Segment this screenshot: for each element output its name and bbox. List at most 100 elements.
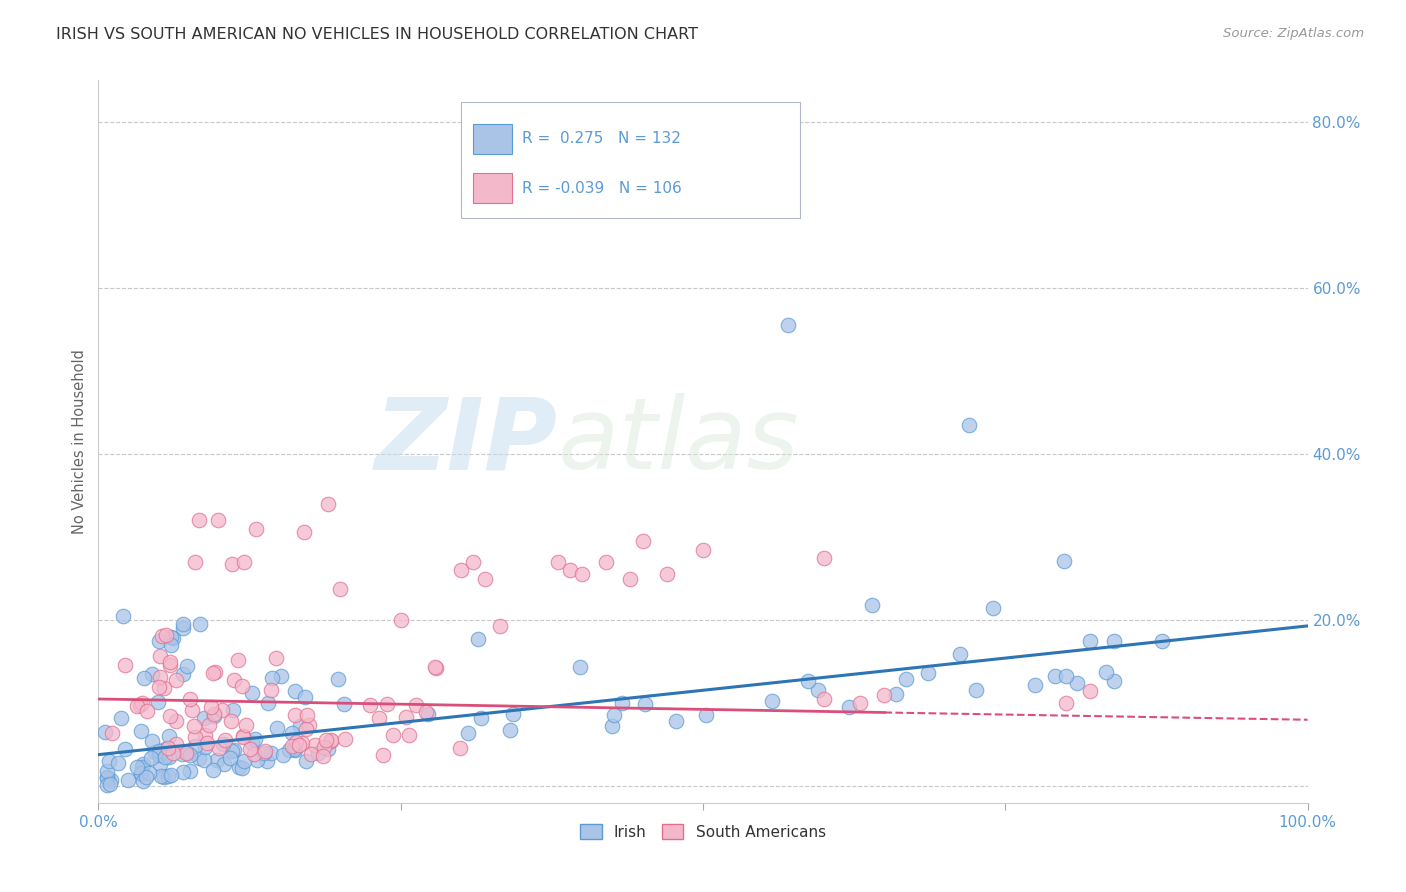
- Point: [253, 744, 276, 758]
- Point: [239, 742, 262, 756]
- Legend: Irish, South Americans: Irish, South Americans: [574, 818, 832, 846]
- Point: [288, 718, 311, 732]
- Point: [278, 743, 301, 757]
- Point: [181, 703, 204, 717]
- Point: [294, 690, 316, 705]
- Point: [425, 660, 447, 674]
- Point: [304, 738, 326, 752]
- Point: [194, 740, 217, 755]
- Point: [271, 747, 294, 762]
- Point: [415, 705, 437, 719]
- Point: [188, 617, 211, 632]
- Point: [94, 725, 117, 739]
- Point: [204, 665, 226, 679]
- Point: [117, 773, 139, 788]
- Point: [280, 739, 302, 754]
- Point: [619, 572, 641, 586]
- Point: [558, 563, 581, 577]
- Point: [232, 729, 254, 743]
- Point: [179, 764, 201, 778]
- Point: [160, 638, 183, 652]
- Point: [148, 633, 170, 648]
- Point: [170, 747, 193, 762]
- Point: [159, 655, 181, 669]
- Point: [187, 513, 209, 527]
- Point: [172, 667, 194, 681]
- Point: [232, 730, 254, 744]
- Point: [222, 743, 245, 757]
- Point: [467, 632, 489, 647]
- Text: atlas: atlas: [558, 393, 800, 490]
- Point: [405, 698, 427, 712]
- Point: [100, 772, 122, 787]
- Point: [184, 730, 207, 744]
- Point: [294, 723, 316, 737]
- Point: [193, 753, 215, 767]
- Point: [98, 754, 121, 768]
- Point: [179, 748, 201, 763]
- Point: [153, 681, 176, 695]
- Point: [382, 728, 405, 742]
- Point: [148, 744, 170, 758]
- Point: [101, 726, 124, 740]
- Point: [148, 748, 170, 763]
- Point: [692, 542, 714, 557]
- Point: [135, 705, 157, 719]
- Point: [159, 709, 181, 723]
- Point: [665, 714, 688, 729]
- Point: [183, 739, 205, 753]
- Point: [194, 728, 217, 742]
- Point: [957, 417, 980, 432]
- Point: [165, 738, 187, 752]
- Point: [226, 653, 249, 667]
- Point: [243, 747, 266, 762]
- Text: Source: ZipAtlas.com: Source: ZipAtlas.com: [1223, 27, 1364, 40]
- Point: [221, 557, 243, 571]
- Point: [228, 760, 250, 774]
- Point: [131, 696, 153, 710]
- Point: [240, 736, 263, 750]
- Point: [131, 759, 153, 773]
- Point: [1102, 674, 1125, 689]
- Point: [157, 729, 180, 743]
- Point: [246, 753, 269, 767]
- Point: [328, 672, 350, 686]
- Point: [283, 742, 305, 756]
- Point: [172, 617, 194, 632]
- Point: [160, 767, 183, 781]
- Point: [141, 751, 163, 765]
- Point: [813, 550, 835, 565]
- Point: [1054, 669, 1077, 683]
- Point: [463, 555, 485, 569]
- Point: [418, 706, 440, 721]
- Point: [1094, 665, 1116, 679]
- Point: [150, 629, 173, 643]
- Point: [1066, 676, 1088, 690]
- Point: [98, 777, 121, 791]
- Point: [1152, 633, 1174, 648]
- Point: [389, 613, 412, 627]
- Point: [96, 771, 118, 785]
- Point: [547, 555, 569, 569]
- Point: [131, 767, 153, 781]
- Point: [132, 671, 155, 685]
- Point: [107, 756, 129, 771]
- Point: [96, 764, 118, 779]
- Point: [187, 751, 209, 765]
- Point: [201, 764, 224, 778]
- Point: [311, 748, 333, 763]
- Point: [149, 670, 172, 684]
- Point: [321, 734, 343, 748]
- Point: [211, 737, 233, 751]
- FancyBboxPatch shape: [474, 173, 512, 203]
- Point: [165, 714, 187, 729]
- Point: [1102, 633, 1125, 648]
- Point: [172, 765, 194, 780]
- Point: [183, 718, 205, 732]
- Point: [96, 770, 118, 784]
- Point: [214, 733, 236, 747]
- Point: [425, 661, 447, 675]
- Point: [193, 711, 215, 725]
- Point: [457, 726, 479, 740]
- Text: IRISH VS SOUTH AMERICAN NO VEHICLES IN HOUSEHOLD CORRELATION CHART: IRISH VS SOUTH AMERICAN NO VEHICLES IN H…: [56, 27, 699, 42]
